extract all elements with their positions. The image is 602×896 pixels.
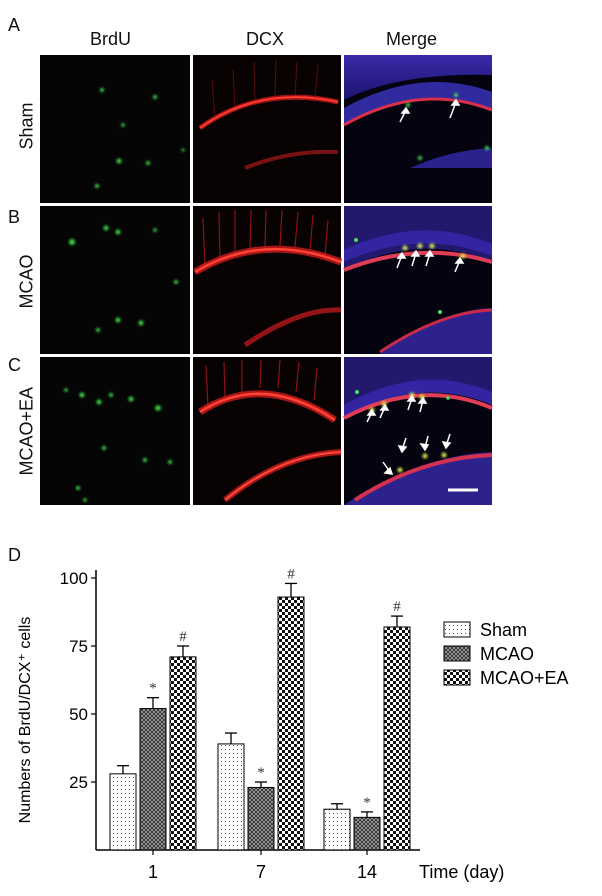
- legend-swatch: [443, 645, 471, 662]
- significance-mark: *: [257, 765, 265, 781]
- significance-mark: #: [393, 599, 401, 615]
- panel-letter-a: A: [8, 15, 21, 35]
- panel-letter-d: D: [8, 545, 21, 565]
- micrograph-grid: [40, 55, 493, 505]
- image-mcaoea-dcx: [193, 357, 342, 505]
- y-tick-label: 25: [69, 773, 88, 792]
- x-tick-label: 7: [256, 862, 266, 882]
- x-tick-label: 14: [357, 862, 377, 882]
- bar: [139, 708, 167, 851]
- significance-mark: *: [363, 795, 371, 811]
- y-tick-label: 75: [69, 637, 88, 656]
- legend: Sham MCAO MCAO+EA: [443, 620, 569, 688]
- bar: [247, 786, 275, 851]
- bar: [109, 773, 137, 851]
- image-mcaoea-merge: [343, 357, 493, 505]
- bar: [217, 743, 245, 851]
- legend-label: MCAO+EA: [480, 668, 569, 688]
- significance-mark: *: [149, 681, 157, 697]
- y-tick-label: 50: [69, 705, 88, 724]
- bar-chart: Numbers of BrdU/DCX⁺ cells 25 50 75 100 * #1 *…: [17, 566, 569, 882]
- significance-mark: #: [287, 566, 295, 582]
- x-axis-label: Time (day): [419, 862, 504, 882]
- plot-area: 25 50 75 100 * #1 * #7 * #14: [60, 566, 420, 882]
- image-mcao-brdu: [40, 206, 190, 354]
- bar: [323, 808, 351, 851]
- x-tick-label: 1: [148, 862, 158, 882]
- column-header-dcx: DCX: [246, 29, 285, 49]
- panel-letter-c: C: [8, 355, 21, 375]
- y-axis-label: Numbers of BrdU/DCX⁺ cells: [17, 617, 34, 824]
- bar: [353, 816, 381, 851]
- panel-letter-b: B: [8, 207, 21, 227]
- bar: [383, 626, 411, 851]
- column-header-merge: Merge: [386, 29, 438, 49]
- y-tick-label: 100: [60, 569, 88, 588]
- legend-swatch: [443, 669, 471, 686]
- image-sham-brdu: [40, 55, 190, 203]
- image-sham-dcx: [193, 55, 341, 203]
- column-header-brdu: BrdU: [90, 29, 132, 49]
- bar: [169, 656, 197, 851]
- legend-swatch: [443, 621, 471, 638]
- legend-label: Sham: [480, 620, 527, 640]
- significance-mark: #: [179, 629, 187, 645]
- bar: [277, 596, 305, 851]
- image-mcao-merge: [343, 206, 493, 354]
- image-mcao-dcx: [193, 206, 343, 354]
- image-mcaoea-brdu: [40, 357, 190, 505]
- image-sham-merge: [343, 55, 493, 203]
- legend-label: MCAO: [480, 644, 534, 664]
